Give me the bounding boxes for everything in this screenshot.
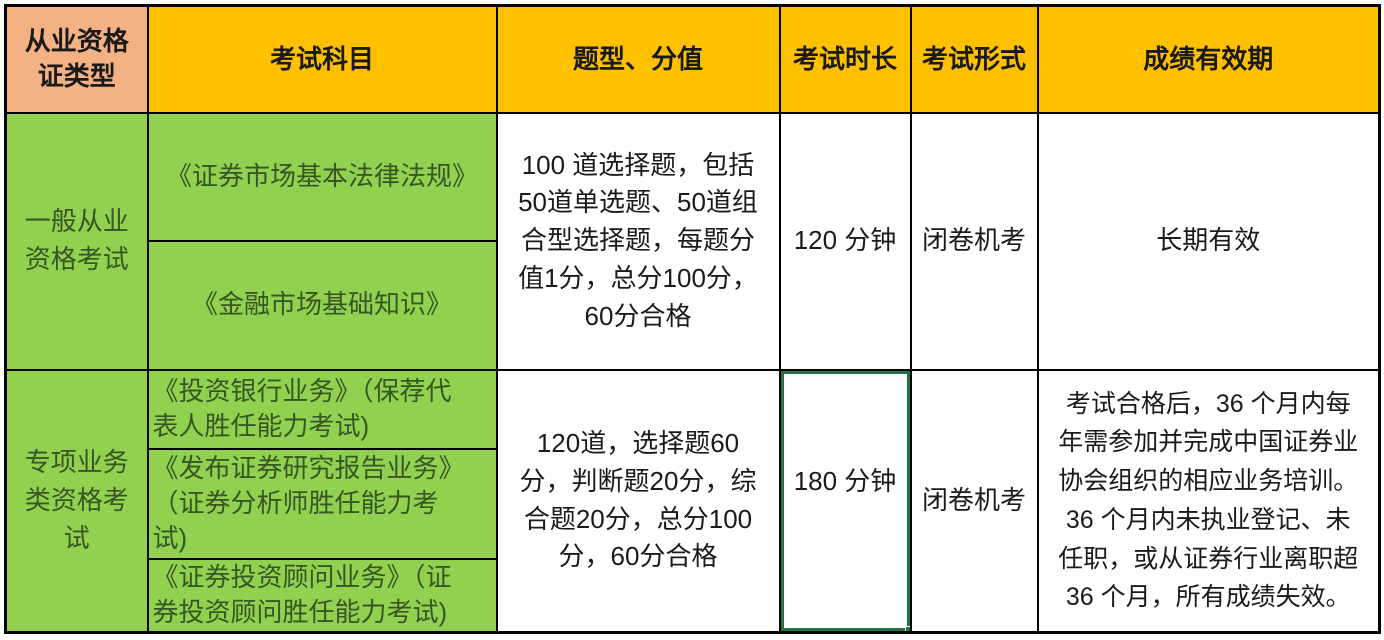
exam-mode-cell-general[interactable]: 闭卷机考 [909, 111, 1039, 371]
header-question-format[interactable]: 题型、分值 [495, 4, 781, 114]
duration-cell-special[interactable]: 180 分钟 [778, 368, 912, 634]
cell-selection-border [781, 371, 909, 631]
duration-value: 180 分钟 [793, 466, 897, 497]
header-score-validity[interactable]: 成绩有效期 [1036, 4, 1381, 114]
table-row: 《发布证券研究报告业务》 （证券分析师胜任能力考 试) [6, 447, 1380, 560]
subject-cell-investment-advisor[interactable]: 《证券投资顾问业务》（证 券投资顾问胜任能力考试) [146, 557, 498, 634]
header-certificate-type[interactable]: 从业资格 证类型 [4, 4, 149, 114]
subject-cell-research-report[interactable]: 《发布证券研究报告业务》 （证券分析师胜任能力考 试) [146, 447, 498, 560]
category-cell-general[interactable]: 一般从业 资格考试 [4, 111, 149, 371]
fill-handle[interactable] [904, 626, 909, 631]
header-row: 从业资格 证类型 考试科目 题型、分值 考试时长 考试形式 成绩有效期 [4, 4, 1381, 114]
exam-mode-cell-special[interactable]: 闭卷机考 [909, 368, 1039, 634]
question-format-cell-general[interactable]: 100 道选择题，包括 50道单选题、50道组 合型选择题，每题分 值1分，总分… [495, 111, 781, 371]
table-row: 《证券投资顾问业务》（证 券投资顾问胜任能力考试) [6, 557, 1380, 634]
subject-cell-securities-laws[interactable]: 《证券市场基本法律法规》 [146, 111, 498, 242]
table-row: 《金融市场基础知识》 [6, 239, 1380, 371]
subject-cell-investment-banking[interactable]: 《投资银行业务》（保荐代 表人胜任能力考试) [146, 368, 498, 450]
question-format-cell-special[interactable]: 120道，选择题60 分，判断题20分，综 合题20分，总分100 分，60分合… [495, 368, 781, 634]
validity-cell-general[interactable]: 长期有效 [1036, 111, 1381, 371]
header-exam-duration[interactable]: 考试时长 [778, 4, 912, 114]
header-exam-subject[interactable]: 考试科目 [146, 4, 498, 114]
validity-cell-special[interactable]: 考试合格后，36 个月内每 年需参加并完成中国证券业 协会组织的相应业务培训。 … [1036, 368, 1381, 634]
header-exam-mode[interactable]: 考试形式 [909, 4, 1039, 114]
exam-requirements-table: 从业资格 证类型 考试科目 题型、分值 考试时长 考试形式 成绩有效期 一般从业… [4, 4, 1381, 634]
table-row: 一般从业 资格考试 《证券市场基本法律法规》 100 道选择题，包括 50道单选… [4, 111, 1381, 371]
subject-cell-financial-markets[interactable]: 《金融市场基础知识》 [146, 239, 498, 371]
table-row: 专项业务 类资格考 试 《投资银行业务》（保荐代 表人胜任能力考试) 120道，… [4, 368, 1381, 634]
duration-cell-general[interactable]: 120 分钟 [778, 111, 912, 371]
category-cell-special[interactable]: 专项业务 类资格考 试 [4, 368, 149, 634]
